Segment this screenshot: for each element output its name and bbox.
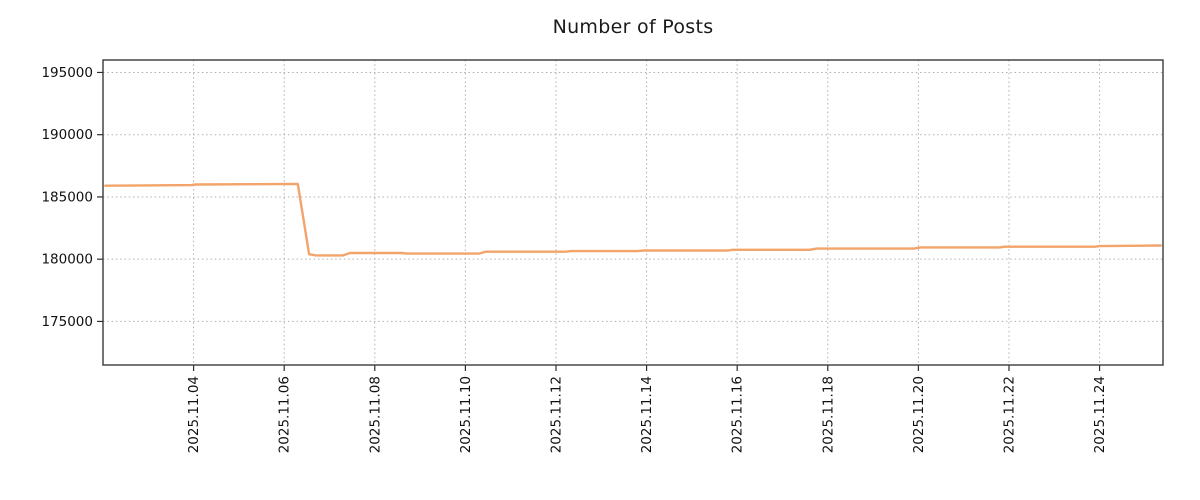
x-tick-label: 2025.11.06 (277, 376, 293, 453)
x-tick-label: 2025.11.22 (1001, 376, 1017, 453)
y-tick-label: 180000 (41, 252, 93, 268)
x-tick-label: 2025.11.24 (1092, 376, 1108, 453)
x-tick-label: 2025.11.20 (911, 376, 927, 453)
x-tick-label: 2025.11.08 (367, 376, 383, 453)
y-tick-label: 185000 (41, 189, 93, 205)
x-tick-label: 2025.11.12 (548, 376, 564, 453)
x-tick-label: 2025.11.10 (458, 376, 474, 453)
plot-border (102, 59, 1164, 366)
y-tick-label: 195000 (41, 65, 93, 81)
chart-title: Number of Posts (552, 16, 714, 38)
x-tick-label: 2025.11.14 (639, 376, 655, 453)
x-tick-label: 2025.11.16 (730, 376, 746, 453)
x-tick-label: 2025.11.18 (820, 376, 836, 453)
data-line-posts (104, 182, 1162, 257)
y-tick-label: 190000 (41, 127, 93, 143)
x-tick-label: 2025.11.04 (186, 376, 202, 453)
y-tick-label: 175000 (41, 314, 93, 330)
